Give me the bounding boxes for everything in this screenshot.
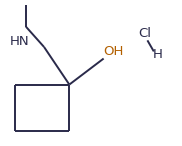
Text: Cl: Cl [138,27,151,40]
Text: HN: HN [10,35,29,48]
Text: OH: OH [104,45,124,58]
Text: H: H [152,48,162,61]
